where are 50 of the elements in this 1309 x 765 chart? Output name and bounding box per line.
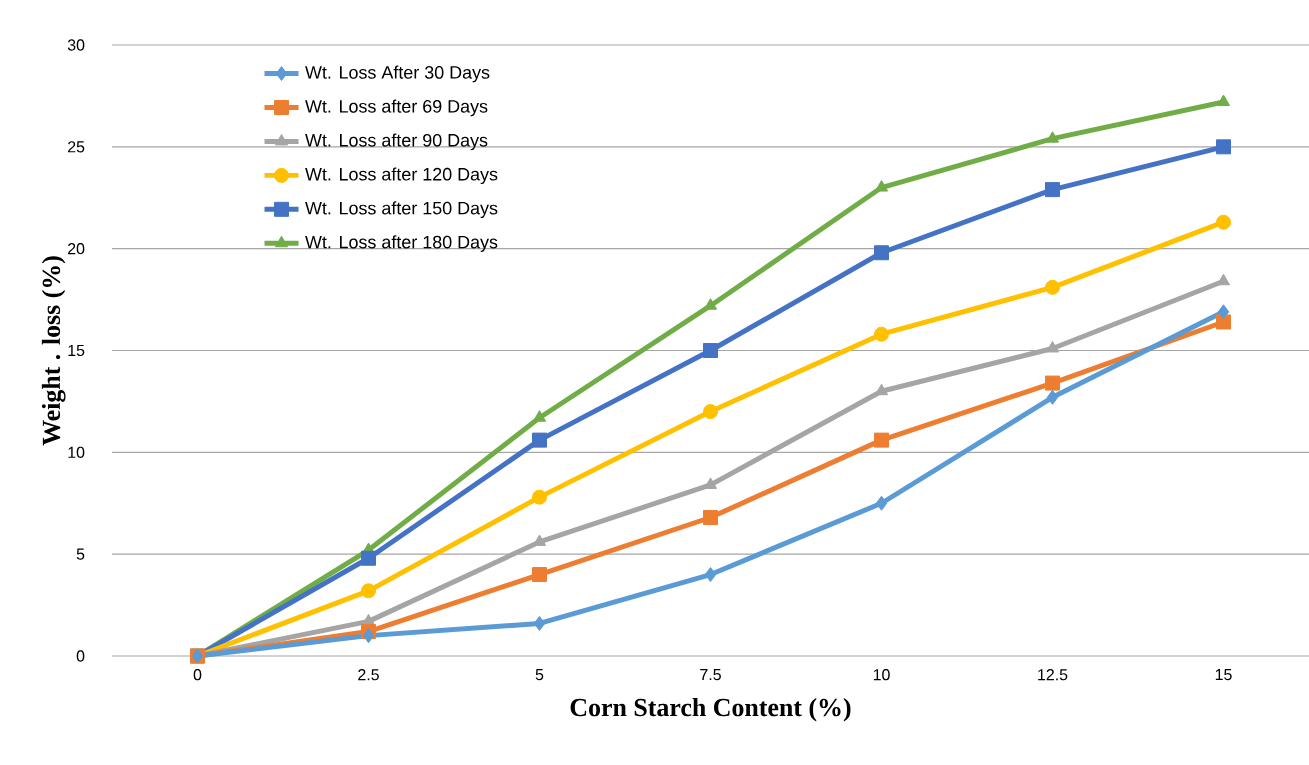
point bbox=[1216, 139, 1232, 155]
legend-label: Wt. Loss after 150 Days bbox=[305, 201, 498, 219]
y-tick-label: 5 bbox=[76, 548, 85, 560]
point bbox=[1045, 279, 1061, 295]
y-tick-label: 10 bbox=[68, 446, 85, 458]
x-tick-label: 0 bbox=[193, 669, 202, 681]
point bbox=[874, 432, 890, 448]
point bbox=[532, 410, 547, 422]
legend-label: Wt. Loss after 180 Days bbox=[305, 235, 498, 252]
y-tick-label: 0 bbox=[76, 650, 85, 662]
legend-label: Wt. Loss after 69 Days bbox=[305, 99, 488, 117]
x-tick-label: 12.5 bbox=[1038, 669, 1068, 681]
point bbox=[874, 180, 889, 192]
point bbox=[1217, 304, 1230, 320]
point bbox=[704, 567, 717, 583]
x-axis-title: Corn Starch Content (%) bbox=[570, 698, 851, 722]
x-tick-label: 7.5 bbox=[700, 669, 721, 681]
point bbox=[532, 567, 548, 583]
point bbox=[362, 628, 375, 644]
point bbox=[1045, 131, 1060, 143]
point bbox=[703, 343, 719, 358]
y-tick-label: 15 bbox=[68, 344, 85, 357]
legend-label: Wt. Loss after 120 Days bbox=[305, 167, 498, 185]
point bbox=[532, 489, 548, 505]
point bbox=[361, 550, 376, 566]
point bbox=[874, 326, 890, 342]
legend-label: Wt. Loss after 90 Days bbox=[305, 133, 488, 151]
point bbox=[1216, 314, 1232, 330]
y-tick-label: 30 bbox=[67, 39, 85, 51]
point bbox=[361, 583, 376, 599]
point bbox=[1045, 375, 1061, 391]
point bbox=[703, 510, 719, 526]
x-tick-label: 15 bbox=[1215, 669, 1232, 681]
point bbox=[1045, 340, 1060, 353]
x-tick-label: 5 bbox=[535, 669, 544, 681]
x-tick-label: 2.5 bbox=[358, 669, 379, 681]
x-tick-label: 10 bbox=[873, 669, 890, 681]
legend-label: Wt. Loss After 30 Days bbox=[305, 65, 490, 83]
point bbox=[532, 432, 548, 448]
point bbox=[1046, 389, 1059, 405]
y-tick-label: 25 bbox=[68, 141, 85, 153]
point bbox=[874, 245, 890, 261]
point bbox=[875, 495, 888, 511]
y-tick-label: 20 bbox=[68, 243, 85, 255]
point bbox=[533, 615, 546, 631]
point bbox=[1216, 214, 1232, 230]
point bbox=[1045, 182, 1061, 198]
point bbox=[703, 404, 719, 420]
point bbox=[1216, 94, 1231, 107]
y-axis-title: Weight . loss (%) bbox=[41, 256, 66, 446]
